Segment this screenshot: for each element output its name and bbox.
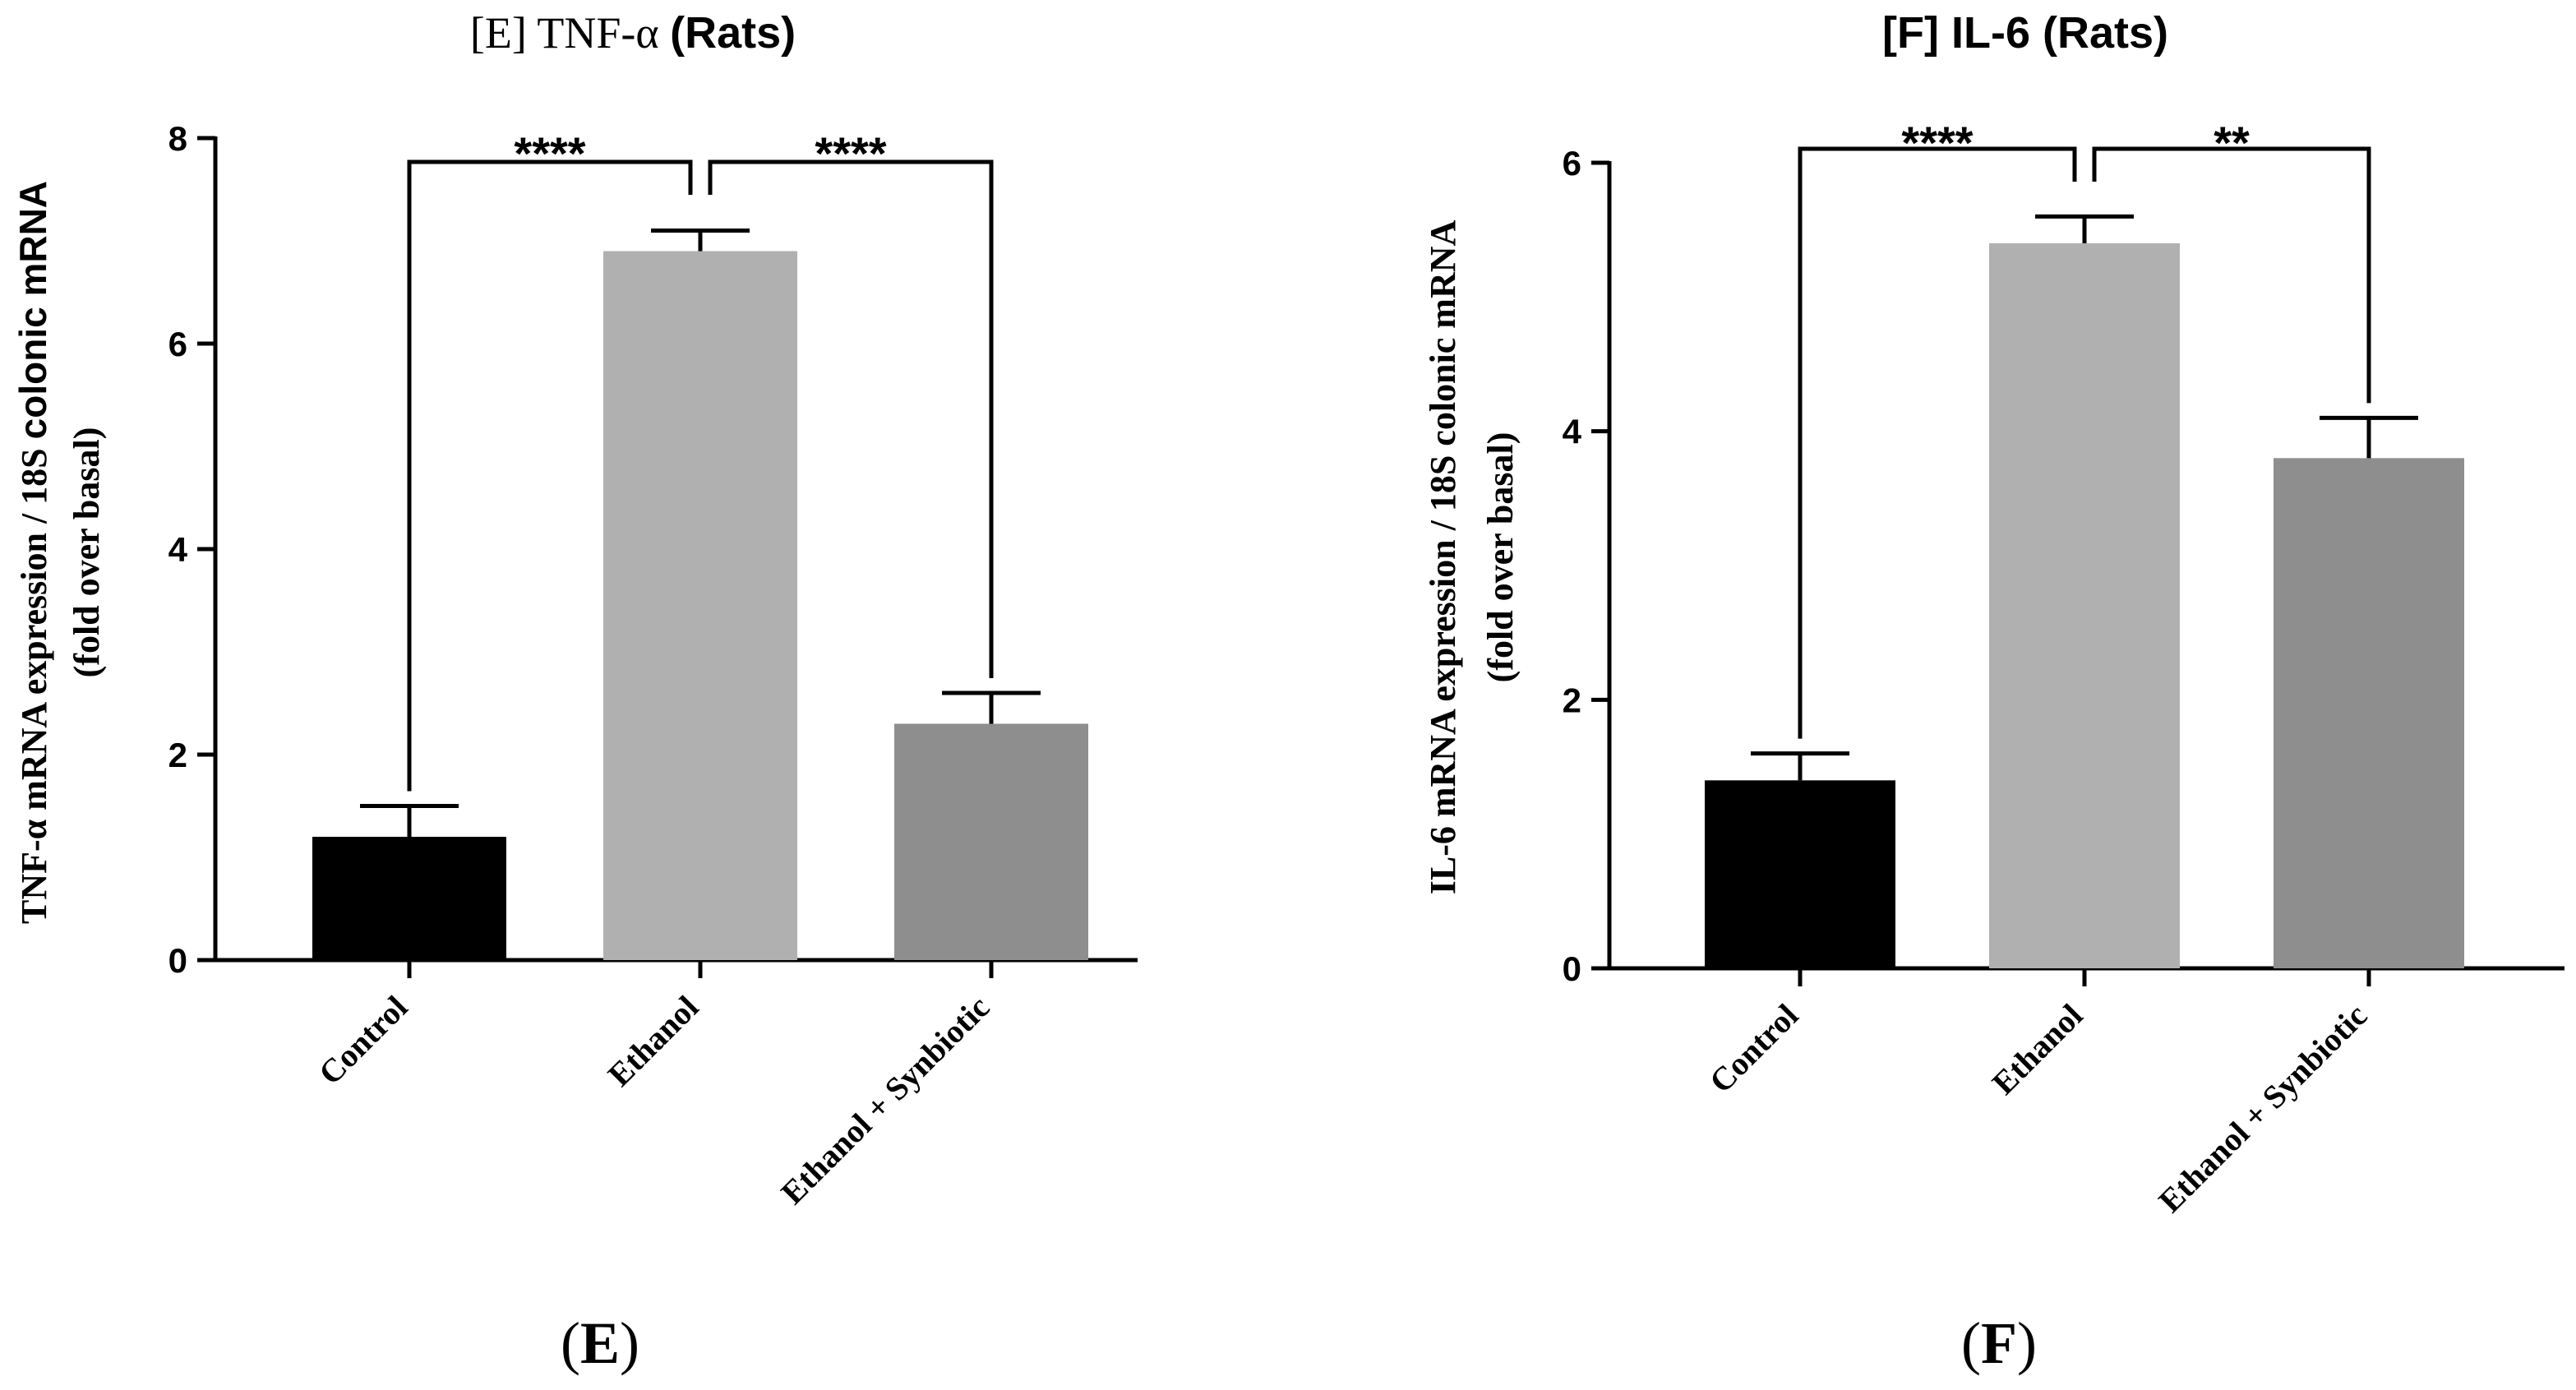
x-category-label: Control [1702, 997, 1806, 1101]
chart-title-part: [F] IL-6 (Rats) [1882, 8, 2168, 58]
y-tick-label: 2 [1563, 681, 1581, 719]
chart-title-part: [E] TNF-α [470, 8, 670, 58]
significance-stars: ** [2214, 117, 2250, 169]
y-tick-label: 6 [1563, 144, 1581, 182]
y-axis-label-line2: (fold over basal) [1480, 432, 1521, 683]
bar [1705, 780, 1895, 968]
significance-bracket [708, 159, 994, 678]
y-tick-label: 4 [169, 530, 188, 569]
x-category-label: Ethanol + Synbiotic [773, 989, 996, 1212]
y-axis-label-part: IL-6 mRNA expression / 18S colonic mRNA [1423, 220, 1463, 895]
bar [1989, 243, 2180, 968]
bar [603, 251, 797, 960]
y-axis-label: TNF-α mRNA expression / 18S colonic mRNA [12, 181, 54, 924]
panel-e-chart: [E] TNF-α (Rats) TNF-α mRNA expression / … [12, 8, 1138, 1376]
chart-title-part: (Rats) [670, 8, 796, 58]
y-axis-label-part: colonic mRNA [12, 181, 54, 439]
panel-label-open: ( [1961, 1310, 1981, 1376]
y-tick-label: 2 [169, 736, 187, 774]
panel-label-close: ) [620, 1310, 639, 1376]
bar [894, 723, 1088, 960]
panel-label-letter: E [580, 1310, 620, 1376]
y-tick-label: 4 [1563, 413, 1582, 451]
y-axis-label-part: TNF-α mRNA expression / 18S [14, 439, 54, 924]
y-axis-label-line2: (fold over basal) [67, 427, 107, 678]
x-category-label: Control [312, 989, 415, 1092]
panel-label-open: ( [561, 1310, 580, 1376]
significance-stars: **** [815, 127, 886, 179]
y-tick-label: 8 [169, 119, 187, 158]
y-tick-label: 0 [1563, 949, 1581, 988]
significance-bracket [407, 159, 693, 792]
panel-f-chart: [F] IL-6 (Rats) IL-6 mRNA expression / 18… [1423, 8, 2564, 1376]
chart-title: [E] TNF-α (Rats) [470, 8, 796, 58]
x-category-label: Ethanol + Synbiotic [2151, 997, 2374, 1220]
y-tick-label: 6 [169, 325, 187, 363]
x-category-label: Ethanol [1985, 997, 2090, 1102]
significance-bracket [2092, 146, 2371, 404]
y-tick-label: 0 [169, 941, 187, 980]
significance-bracket [1798, 146, 2077, 739]
x-category-label: Ethanol [601, 989, 706, 1094]
bar [2274, 458, 2464, 968]
chart-title: [F] IL-6 (Rats) [1882, 8, 2168, 58]
panel-label-close: ) [2017, 1310, 2037, 1376]
panel-label: (E) [561, 1310, 639, 1376]
significance-stars: **** [1901, 117, 1973, 169]
y-axis-label: IL-6 mRNA expression / 18S colonic mRNA [1423, 220, 1463, 895]
bar [312, 837, 506, 960]
significance-stars: **** [514, 127, 585, 179]
panel-label: (F) [1961, 1310, 2037, 1376]
panel-label-letter: F [1981, 1310, 2017, 1376]
